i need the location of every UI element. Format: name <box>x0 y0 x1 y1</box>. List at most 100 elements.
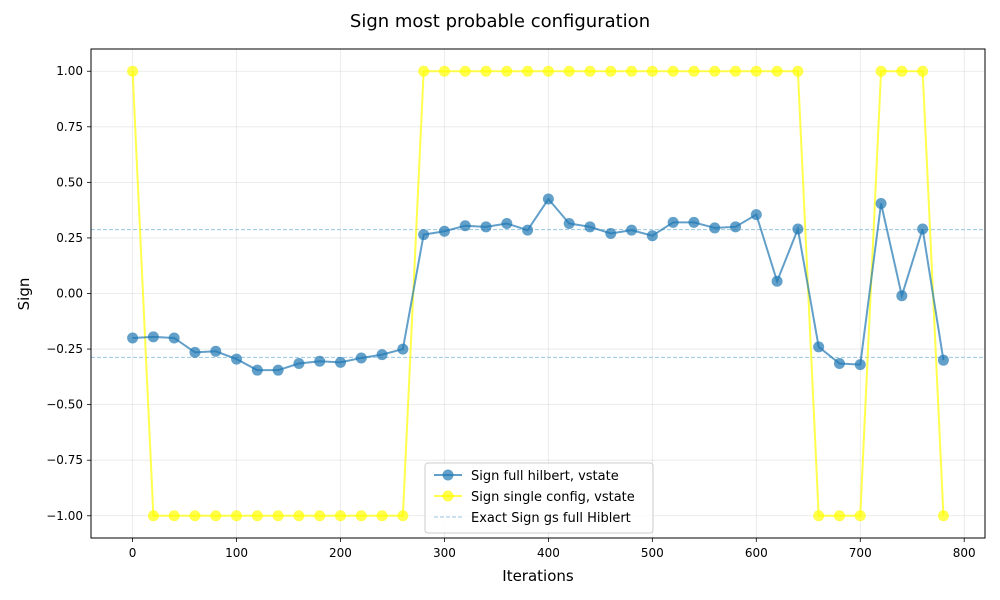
data-point <box>750 209 762 221</box>
series-line <box>132 197 945 372</box>
y-tick-label: −1.00 <box>46 509 83 523</box>
data-point <box>605 227 617 239</box>
data-point <box>480 221 492 233</box>
data-point <box>584 65 596 77</box>
data-point <box>501 65 513 77</box>
data-point <box>626 224 638 236</box>
data-point <box>418 65 430 77</box>
data-point <box>376 510 388 522</box>
y-axis-label: Sign <box>15 278 33 311</box>
chart-title: Sign most probable configuration <box>350 11 650 32</box>
x-tick-label: 700 <box>849 546 872 560</box>
data-point <box>147 510 159 522</box>
data-point <box>210 345 222 357</box>
data-point <box>937 354 949 366</box>
y-tick-label: −0.50 <box>46 398 83 412</box>
y-tick-label: 0.75 <box>56 120 83 134</box>
data-point <box>189 346 201 358</box>
data-point <box>771 275 783 287</box>
data-point <box>563 65 575 77</box>
data-point <box>667 216 679 228</box>
data-point <box>355 352 367 364</box>
data-point <box>501 217 513 229</box>
data-point <box>334 510 346 522</box>
data-point <box>917 223 929 235</box>
data-point <box>813 510 825 522</box>
y-tick-label: −0.25 <box>46 342 83 356</box>
data-point <box>231 510 243 522</box>
x-tick-label: 200 <box>329 546 352 560</box>
data-point <box>792 223 804 235</box>
data-point <box>251 510 263 522</box>
series-layer <box>127 65 949 522</box>
data-point <box>168 510 180 522</box>
data-point <box>875 65 887 77</box>
data-point <box>896 290 908 302</box>
x-axis-ticks: 0 100 200 300 400 500 600 700 800 <box>129 538 976 560</box>
data-point <box>854 510 866 522</box>
x-tick-label: 800 <box>953 546 976 560</box>
data-point <box>709 222 721 234</box>
data-point <box>730 221 742 233</box>
data-point <box>418 229 430 241</box>
legend-label-full-hilbert: Sign full hilbert, vstate <box>471 469 619 484</box>
data-point <box>251 364 263 376</box>
data-point <box>438 65 450 77</box>
data-point <box>563 217 575 229</box>
data-point <box>272 364 284 376</box>
data-point <box>397 343 409 355</box>
data-point <box>355 510 367 522</box>
data-point <box>293 510 305 522</box>
legend: Sign full hilbert, vstate Sign single co… <box>424 462 654 534</box>
data-point <box>875 197 887 209</box>
data-point <box>813 341 825 353</box>
y-tick-label: 0.25 <box>56 231 83 245</box>
data-point <box>584 221 596 233</box>
data-point <box>730 65 742 77</box>
legend-label-single-config: Sign single config, vstate <box>471 490 635 505</box>
x-tick-label: 400 <box>537 546 560 560</box>
data-point <box>438 225 450 237</box>
data-point <box>750 65 762 77</box>
data-point <box>459 220 471 232</box>
data-point <box>272 510 284 522</box>
data-point <box>480 65 492 77</box>
data-point <box>522 224 534 236</box>
data-point <box>397 510 409 522</box>
x-tick-label: 0 <box>129 546 137 560</box>
data-point <box>147 331 159 343</box>
data-point <box>605 65 617 77</box>
y-axis-ticks: −1.00 −0.75 −0.50 −0.25 0.00 0.25 0.50 0.75 1.00 <box>46 64 91 523</box>
data-point <box>231 353 243 365</box>
y-tick-label: −0.75 <box>46 453 83 467</box>
legend-label-exact-sign: Exact Sign gs full Hiblert <box>471 511 631 526</box>
data-point <box>688 216 700 228</box>
legend-marker-full-hilbert <box>442 469 454 481</box>
data-point <box>833 510 845 522</box>
x-tick-label: 100 <box>225 546 248 560</box>
data-point <box>189 510 201 522</box>
x-axis-label: Iterations <box>502 567 574 585</box>
legend-marker-single-config <box>442 490 454 502</box>
data-point <box>522 65 534 77</box>
x-tick-label: 500 <box>641 546 664 560</box>
data-point <box>314 355 326 367</box>
data-point <box>688 65 700 77</box>
data-point <box>542 193 554 205</box>
data-point <box>210 510 222 522</box>
data-point <box>667 65 679 77</box>
legend-box <box>424 462 654 534</box>
data-point <box>896 65 908 77</box>
y-tick-label: 0.00 <box>56 287 83 301</box>
data-point <box>542 65 554 77</box>
data-point <box>854 359 866 371</box>
data-point <box>459 65 471 77</box>
data-point <box>127 65 139 77</box>
data-point <box>709 65 721 77</box>
data-point <box>937 510 949 522</box>
data-point <box>168 332 180 344</box>
data-point <box>646 65 658 77</box>
data-point <box>771 65 783 77</box>
data-point <box>792 65 804 77</box>
